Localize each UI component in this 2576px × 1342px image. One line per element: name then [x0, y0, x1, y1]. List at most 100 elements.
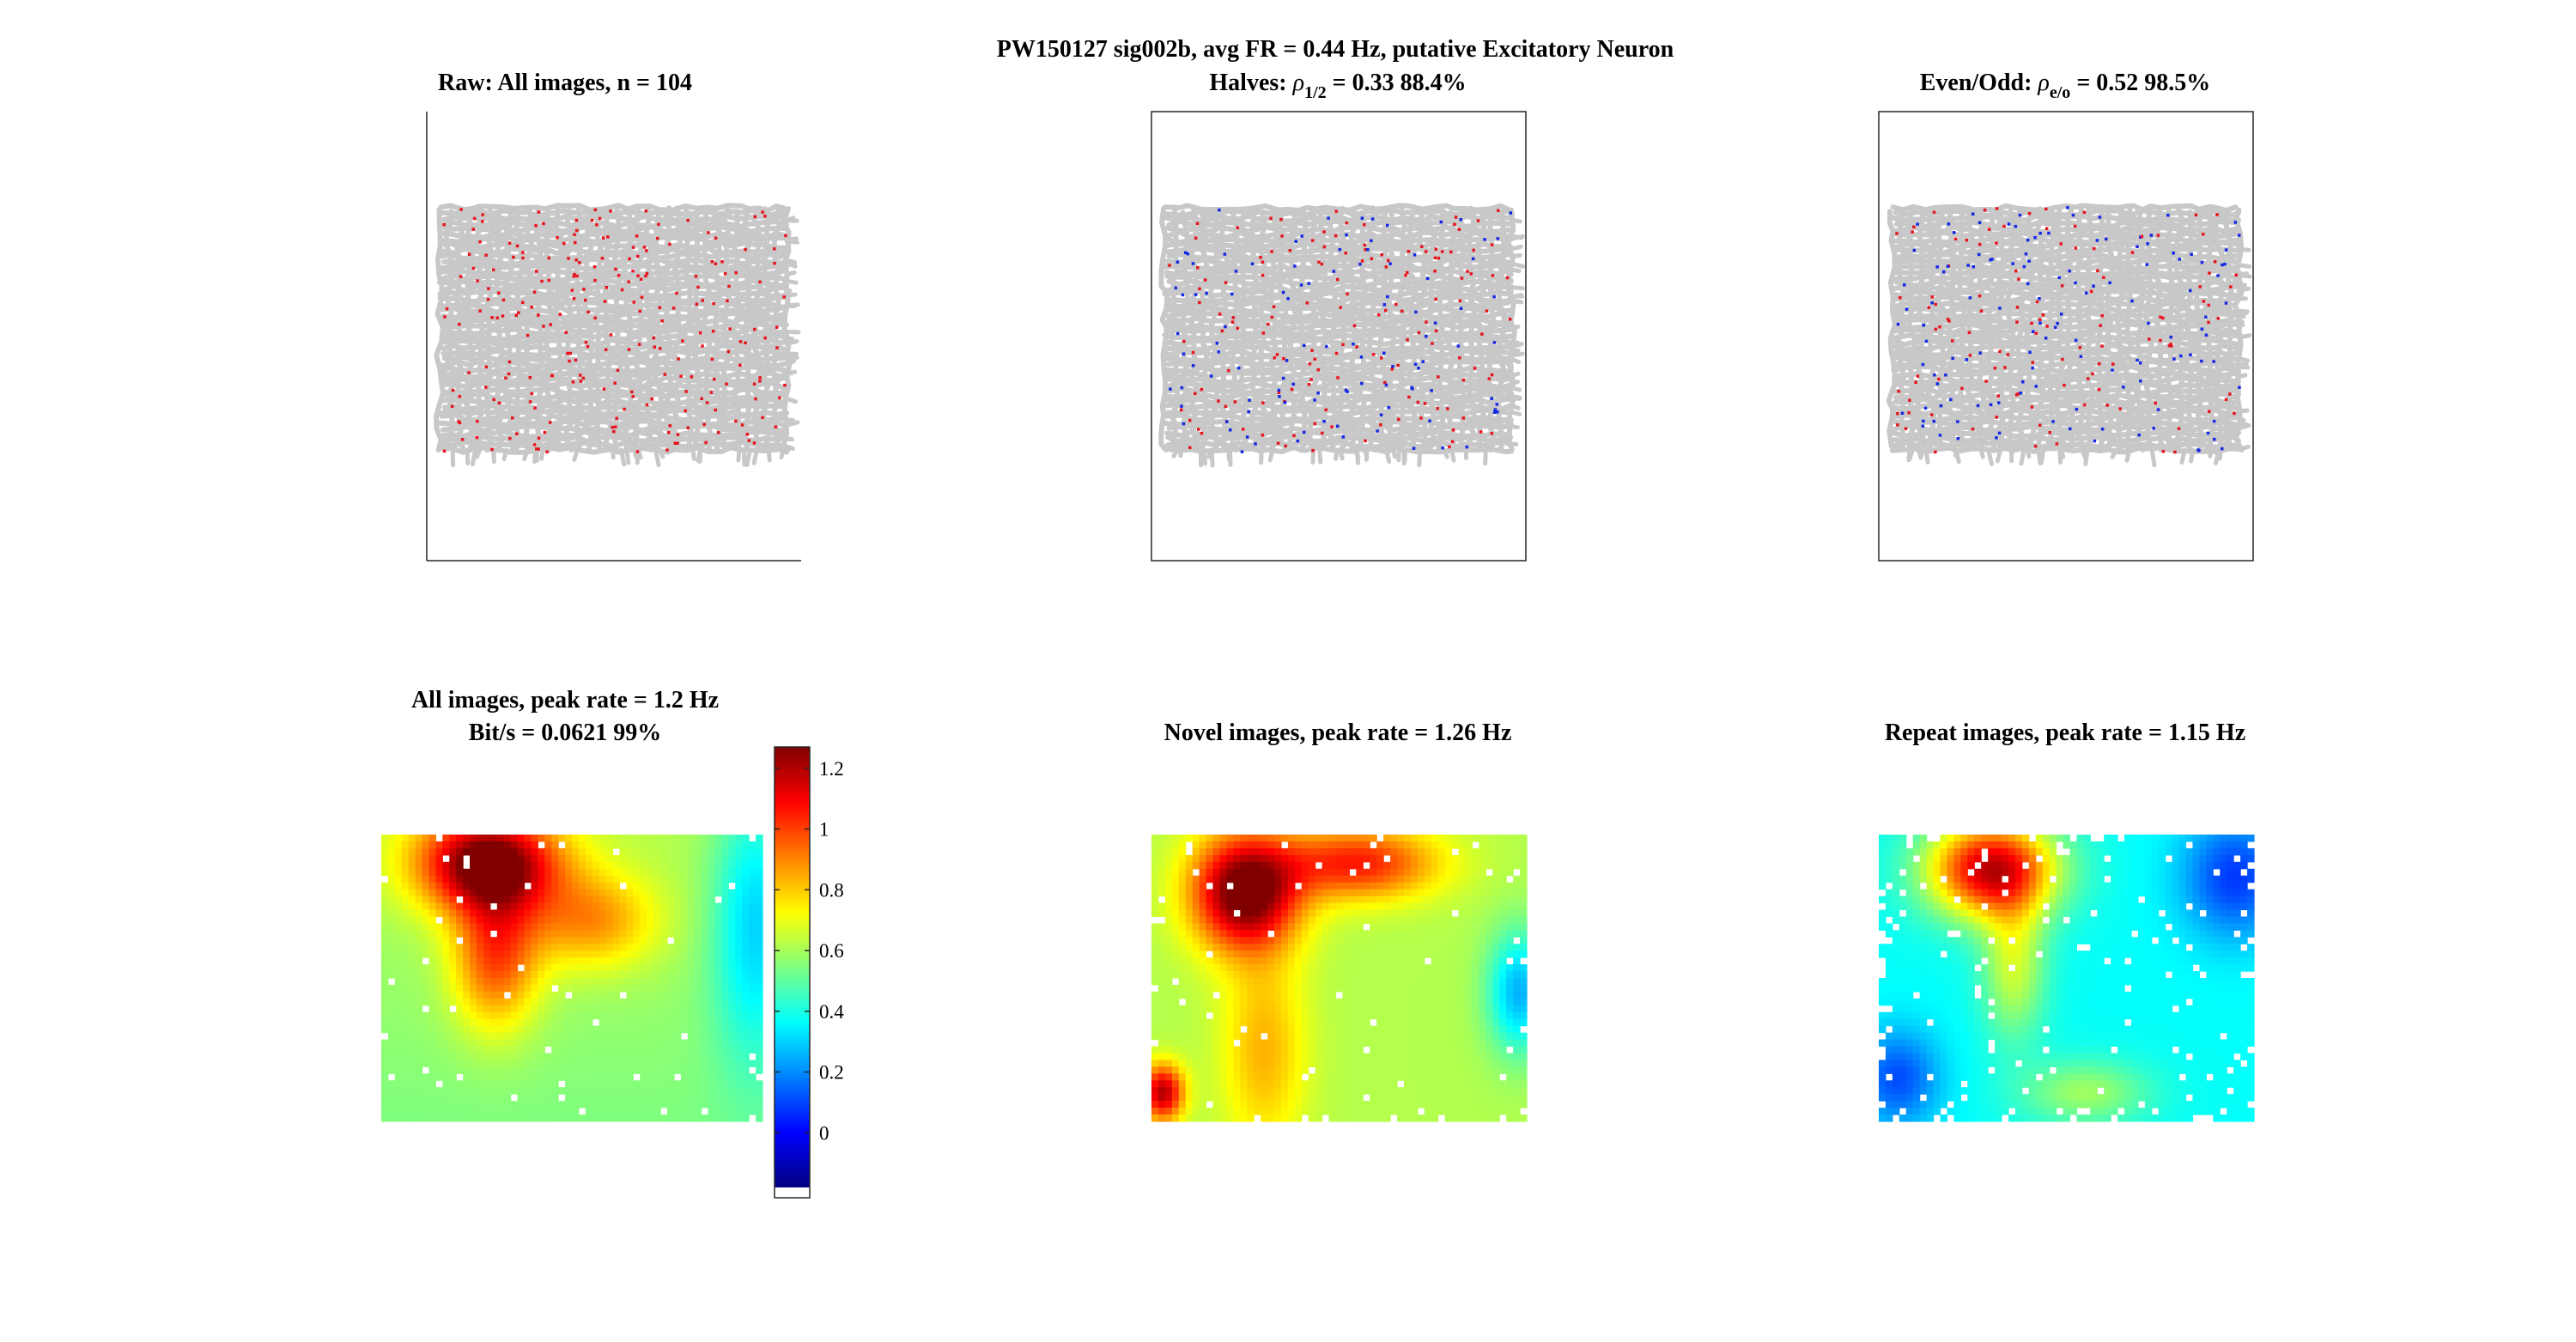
heatmap-cell: [1321, 835, 1330, 842]
heatmap-cell: [1185, 902, 1194, 911]
heatmap-cell: [673, 854, 682, 863]
heatmap-cell: [510, 998, 519, 1006]
spike-marker: [2083, 403, 2087, 407]
heatmap-cell: [619, 1087, 628, 1095]
heatmap-cell: [714, 868, 723, 877]
heatmap-cell: [612, 1060, 621, 1067]
heatmap-cell: [1417, 984, 1425, 993]
spike-marker: [775, 325, 779, 329]
spike-marker: [2027, 259, 2031, 263]
heatmap-cell: [701, 1005, 709, 1013]
heatmap-cell: [1247, 854, 1255, 863]
heatmap-cell: [694, 957, 702, 965]
heatmap-cell: [742, 998, 750, 1006]
heatmap-cell: [1274, 1032, 1282, 1041]
heatmap-cell: [483, 1005, 491, 1013]
spike-marker: [547, 278, 550, 282]
heatmap-cell: [721, 984, 729, 993]
heatmap-cell: [524, 984, 532, 993]
spike-marker: [1272, 305, 1276, 308]
heatmap-cell: [714, 916, 723, 924]
heatmap-cell: [1390, 984, 1398, 993]
heatmap-cell: [1247, 875, 1255, 884]
heatmap-cell: [1294, 998, 1303, 1006]
heatmap-cell: [463, 1018, 471, 1027]
heatmap-cell: [708, 1101, 716, 1108]
heatmap-cell: [558, 909, 566, 918]
heatmap-cell: [408, 861, 416, 870]
heatmap-cell: [477, 1087, 484, 1095]
heatmap-cell: [1424, 854, 1432, 863]
heatmap-cell: [598, 1046, 607, 1054]
spike-marker: [1205, 291, 1208, 295]
heatmap-cell: [387, 889, 396, 897]
heatmap-cell: [1444, 861, 1453, 870]
heatmap-cell: [551, 1066, 559, 1074]
spike-marker: [2033, 236, 2037, 240]
heatmap-cell: [483, 957, 491, 965]
heatmap-cell: [524, 841, 532, 849]
heatmap-cell: [489, 861, 498, 870]
heatmap-cell: [1390, 854, 1398, 863]
heatmap-cell: [1363, 889, 1370, 897]
trajectory-edge: [2025, 447, 2032, 459]
heatmap-cell: [489, 1032, 498, 1041]
heatmap-cell: [647, 1011, 654, 1020]
heatmap-cell: [1417, 909, 1425, 918]
heatmap-cell: [578, 868, 586, 877]
heatmap-cell: [1458, 984, 1467, 993]
heatmap-cell: [381, 1073, 389, 1081]
heatmap-cell: [735, 1080, 743, 1088]
heatmap-cell: [1472, 902, 1479, 911]
heatmap-cell: [1287, 930, 1296, 938]
spike-marker: [595, 223, 598, 227]
heatmap-cell: [612, 1005, 621, 1013]
heatmap-cell: [544, 978, 552, 986]
heatmap-cell: [1424, 971, 1432, 979]
heatmap-cell: [1520, 991, 1528, 999]
heatmap-cell: [394, 1080, 403, 1088]
heatmap-cell: [1397, 964, 1405, 972]
heatmap-cell: [558, 957, 566, 965]
heatmap-cell: [1349, 944, 1357, 951]
heatmap-cell: [1206, 957, 1214, 965]
heatmap-cell: [483, 1025, 491, 1034]
heatmap-cell: [1171, 1032, 1180, 1041]
heatmap-cell: [633, 1005, 641, 1013]
heatmap-cell: [742, 1046, 750, 1054]
heatmap-cell: [1212, 847, 1221, 856]
heatmap-cell: [551, 1046, 559, 1054]
heatmap-cell: [1261, 937, 1268, 944]
heatmap-cell: [742, 1114, 750, 1122]
heatmap-cell: [408, 971, 416, 979]
heatmap-cell: [605, 1053, 614, 1061]
heatmap-cell: [1274, 916, 1282, 924]
heatmap-cell: [673, 1025, 682, 1034]
spike-marker: [2238, 386, 2241, 389]
heatmap-cell: [531, 1080, 538, 1088]
spike-marker: [1384, 308, 1388, 313]
heatmap-cell: [598, 957, 607, 965]
heatmap-cell: [422, 998, 430, 1006]
heatmap-cell: [1363, 854, 1370, 863]
heatmap-cell: [1342, 1039, 1351, 1047]
heatmap-cell: [1383, 937, 1391, 944]
spike-marker: [1218, 208, 1221, 212]
heatmap-cell: [735, 841, 743, 849]
heatmap-cell: [1363, 991, 1370, 999]
heatmap-cell: [517, 1108, 526, 1115]
heatmap-cell: [531, 896, 538, 904]
heatmap-cell: [1363, 875, 1370, 884]
heatmap-cell: [551, 868, 559, 877]
heatmap-cell: [483, 1053, 491, 1061]
spike-marker: [1978, 242, 1982, 246]
heatmap-cell: [598, 1114, 607, 1122]
heatmap-cell: [1301, 882, 1309, 890]
heatmap-cell: [415, 937, 423, 944]
heatmap-cell: [1226, 1046, 1234, 1054]
heatmap-cell: [415, 1066, 423, 1074]
spike-marker: [550, 373, 555, 378]
heatmap-cell: [1485, 923, 1493, 931]
heatmap-cell: [640, 1032, 647, 1041]
heatmap-cell: [673, 835, 682, 842]
